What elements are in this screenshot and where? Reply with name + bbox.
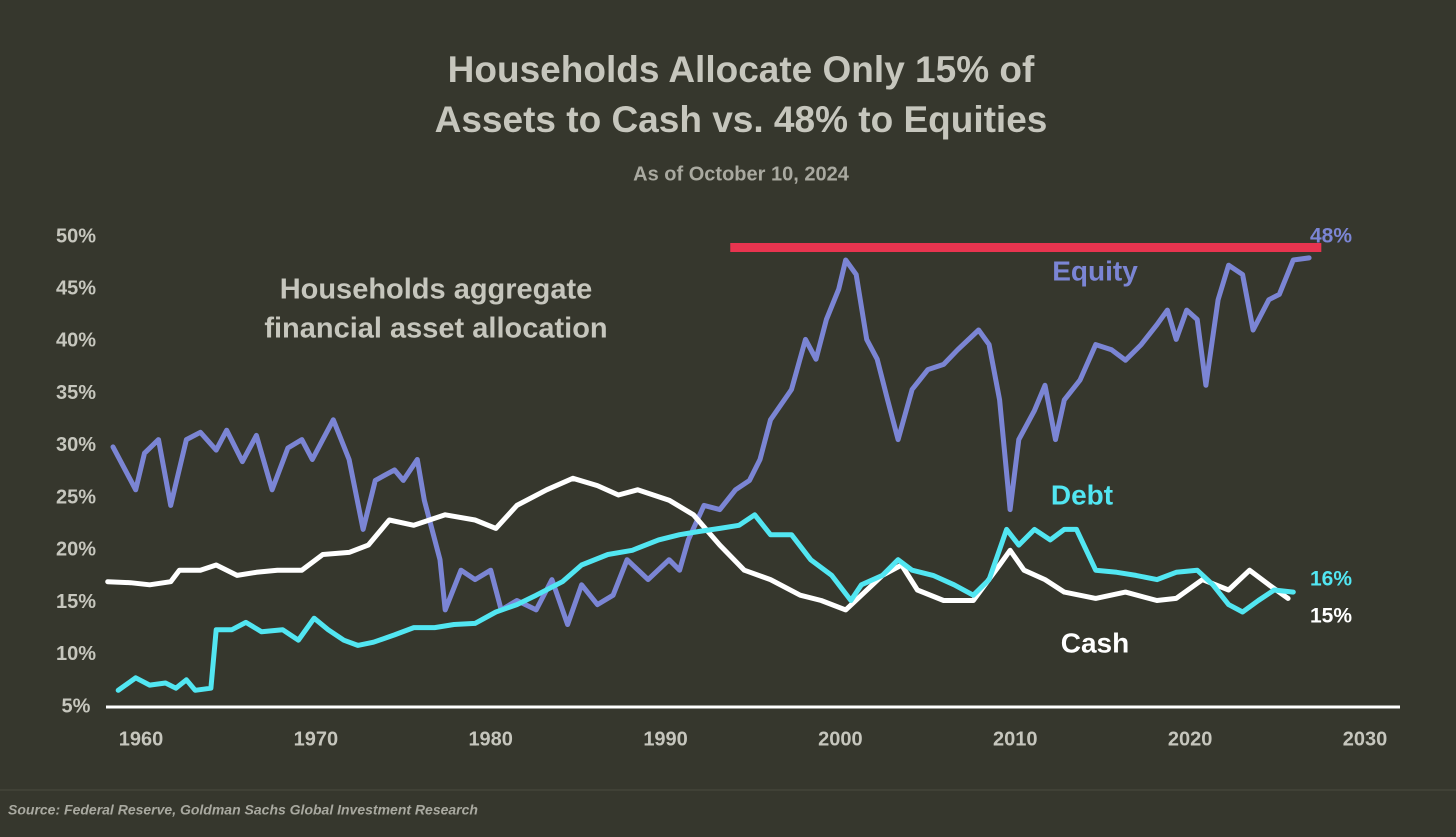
series-line (110, 255, 1312, 627)
series-label: Cash (1061, 627, 1129, 658)
chart-title: Households Allocate Only 15% of (448, 49, 1035, 90)
end-label: 16% (1310, 568, 1352, 591)
x-tick-label: 1960 (119, 728, 164, 750)
y-tick-label: 10% (56, 643, 96, 665)
y-tick-label: 45% (56, 278, 96, 300)
source-note: Source: Federal Reserve, Goldman Sachs G… (8, 802, 478, 818)
annotation: Households aggregate (280, 274, 593, 306)
end-label: 48% (1310, 225, 1352, 248)
series-line (105, 475, 1291, 613)
x-tick-label: 1990 (643, 728, 688, 750)
x-tick-label: 2030 (1343, 728, 1388, 750)
x-tick-label: 2020 (1168, 728, 1213, 750)
y-tick-label: 50% (56, 225, 96, 247)
y-tick-label: 35% (56, 382, 96, 404)
x-tick-label: 1980 (468, 728, 513, 750)
annotation: financial asset allocation (264, 313, 607, 345)
chart-title: Assets to Cash vs. 48% to Equities (435, 99, 1048, 140)
y-tick-label: 40% (56, 330, 96, 352)
chart-subtitle: As of October 10, 2024 (633, 163, 850, 185)
y-tick-label: 25% (56, 486, 96, 508)
series-label: Equity (1052, 255, 1138, 286)
series-label: Debt (1051, 479, 1113, 510)
end-label: 15% (1310, 605, 1352, 628)
x-tick-label: 1970 (294, 728, 339, 750)
y-tick-label: 30% (56, 434, 96, 456)
y-tick-label: 5% (62, 695, 91, 717)
y-tick-label: 20% (56, 539, 96, 561)
series-line (115, 512, 1296, 693)
y-tick-label: 15% (56, 591, 96, 613)
x-tick-label: 2000 (818, 728, 863, 750)
x-tick-label: 2010 (993, 728, 1038, 750)
